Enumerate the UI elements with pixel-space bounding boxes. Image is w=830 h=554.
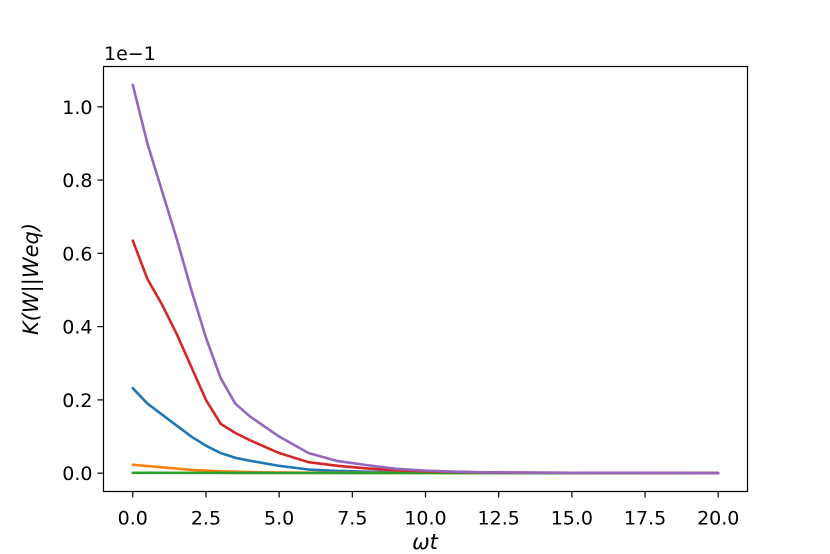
series-layer	[131, 83, 720, 475]
x-tick-label: 2.5	[191, 508, 221, 530]
series-line-5	[131, 83, 720, 475]
x-tick-label: 10.0	[404, 508, 446, 530]
y-axis-ticks: 0.0 0.2 0.4 0.6 0.8 1.0	[62, 97, 104, 485]
y-axis-offset-text: 1e−1	[104, 43, 156, 65]
y-tick-label: 0.6	[62, 243, 92, 265]
y-tick-label: 1.0	[62, 97, 92, 119]
x-tick-label: 15.0	[551, 508, 593, 530]
y-tick-label: 0.4	[62, 317, 92, 339]
x-axis-ticks: 0.0 2.5 5.0 7.5 10.0 12.5 15.0 17.5 20.0	[118, 491, 739, 530]
x-tick-label: 5.0	[264, 508, 294, 530]
y-tick-label: 0.2	[62, 390, 92, 412]
x-axis-label: ωt	[412, 530, 439, 554]
y-tick-label: 0.8	[62, 170, 92, 192]
x-tick-label: 20.0	[697, 508, 739, 530]
x-tick-label: 0.0	[118, 508, 148, 530]
x-tick-label: 7.5	[337, 508, 367, 530]
x-tick-label: 12.5	[478, 508, 520, 530]
y-tick-label: 0.0	[62, 463, 92, 485]
x-tick-label: 17.5	[624, 508, 666, 530]
y-axis-label: K(W||Weq)	[19, 223, 44, 335]
